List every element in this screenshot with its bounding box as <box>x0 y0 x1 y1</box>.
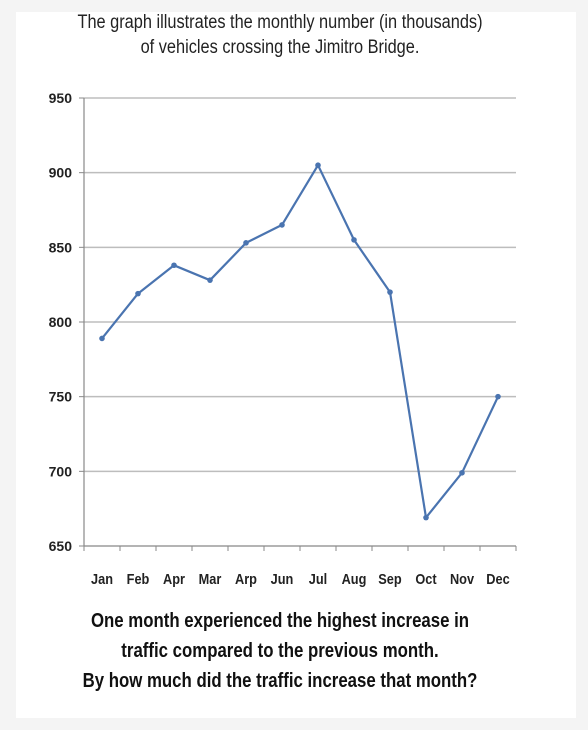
x-tick-label: Dec <box>486 570 510 587</box>
chart-title-line-2: of vehicles crossing the Jimitro Bridge. <box>140 37 420 58</box>
data-point-dec <box>495 393 501 400</box>
x-tick-label: Mar <box>199 570 222 587</box>
data-point-apr <box>171 262 177 269</box>
data-point-sep <box>387 289 393 295</box>
data-point-nov <box>459 470 465 476</box>
chart-card <box>16 12 576 718</box>
data-point-arp <box>243 240 249 246</box>
chart-title: The graph illustrates the monthly number… <box>39 10 521 60</box>
question-text: One month experienced the highest increa… <box>45 606 515 696</box>
data-point-jun <box>279 222 285 228</box>
x-tick-label: Aug <box>342 570 367 587</box>
question-line-2: traffic compared to the previous month. <box>121 640 439 662</box>
grid-layer <box>84 97 516 473</box>
y-tick-label: 900 <box>49 165 73 181</box>
x-tick-label: Jul <box>309 570 327 587</box>
y-tick-label: 650 <box>49 538 73 554</box>
y-tick-label: 800 <box>49 314 73 330</box>
data-point-jul <box>315 162 321 168</box>
question-line-3: By how much did the traffic increase tha… <box>82 670 478 692</box>
axis-layer <box>79 97 517 551</box>
question-line-1: One month experienced the highest increa… <box>90 610 470 632</box>
x-tick-label: Oct <box>415 570 437 587</box>
y-tick-label: 750 <box>49 389 73 405</box>
chart-title-line-1: The graph illustrates the monthly number… <box>77 12 483 33</box>
y-tick-label: 700 <box>49 463 73 479</box>
y-tick-label: 950 <box>49 90 73 106</box>
series-layer <box>99 162 501 521</box>
x-tick-label: Nov <box>450 570 474 587</box>
label-layer: 650 700 750 800 850 900 950 Jan Feb Apr Mar Arp Jun J… <box>49 90 510 587</box>
x-tick-label: Arp <box>235 570 257 587</box>
x-tick-label: Apr <box>163 570 185 587</box>
data-point-mar <box>207 277 213 283</box>
data-point-aug <box>351 237 357 243</box>
x-tick-label: Sep <box>378 570 401 587</box>
data-point-oct <box>423 514 429 521</box>
data-point-jan <box>99 335 105 342</box>
y-tick-label: 850 <box>49 239 73 255</box>
series-line <box>101 164 499 519</box>
data-point-feb <box>135 290 141 297</box>
x-tick-label: Feb <box>127 570 150 587</box>
x-tick-label: Jan <box>91 570 113 587</box>
x-tick-label: Jun <box>271 570 294 587</box>
